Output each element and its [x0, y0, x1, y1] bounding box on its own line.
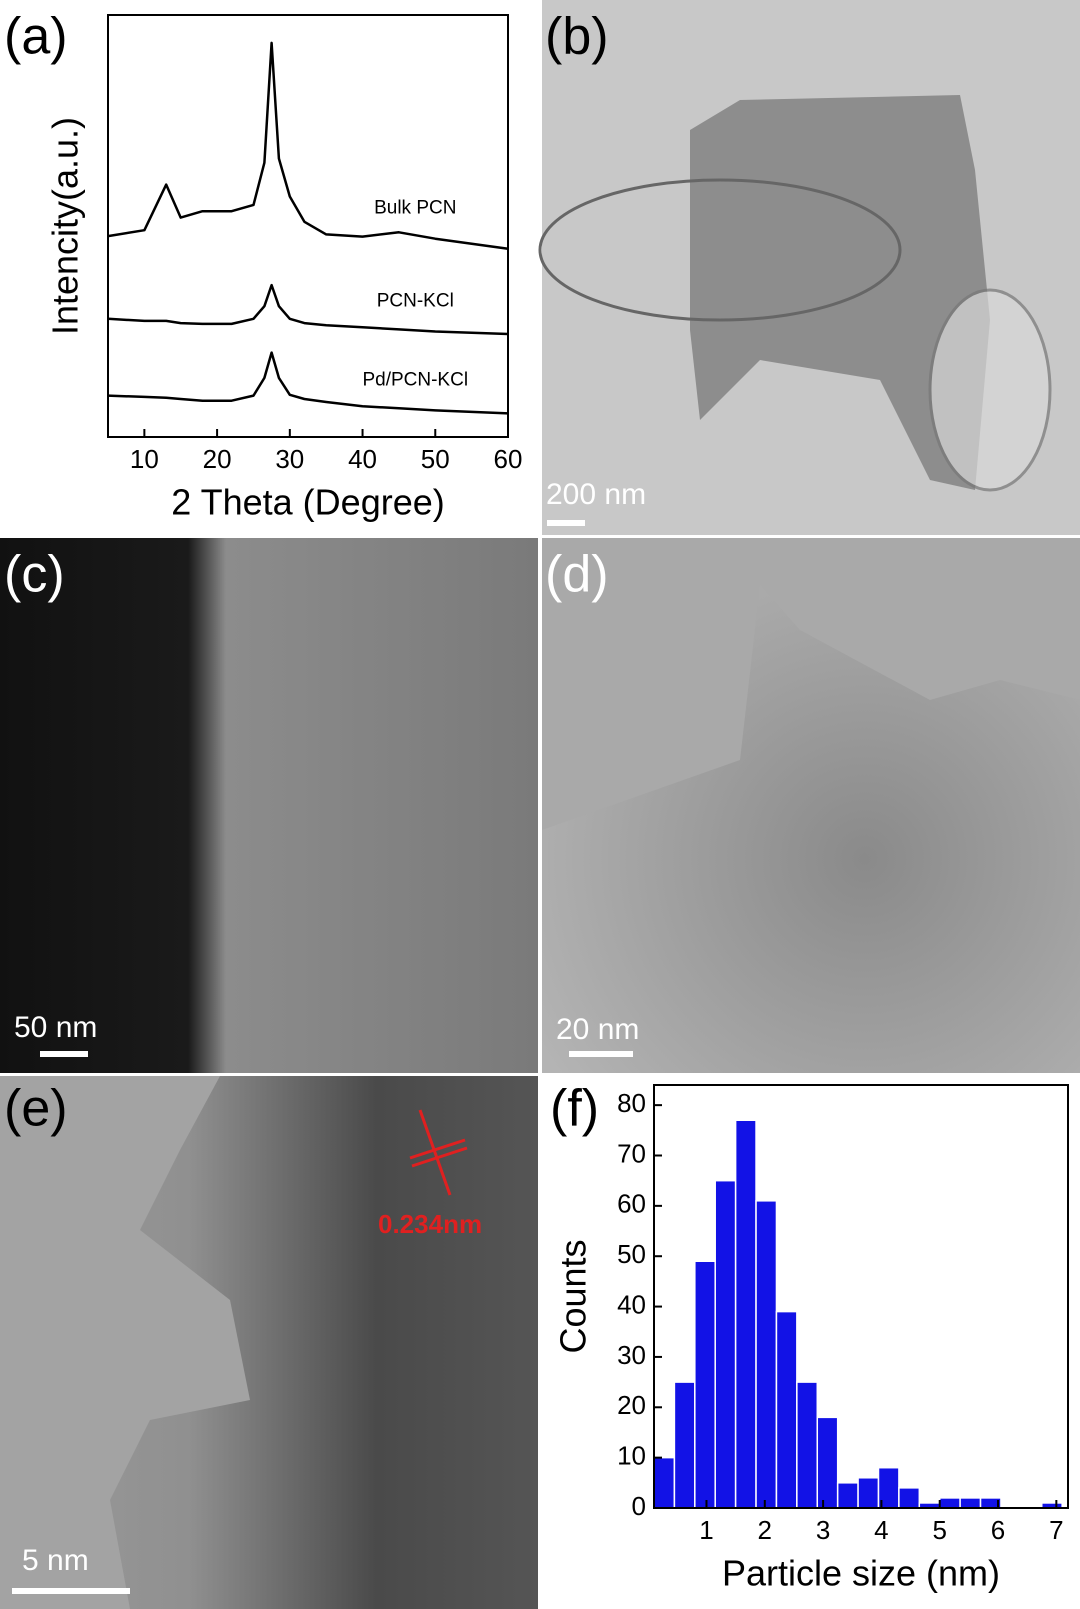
x-axis-label: 2 Theta (Degree) — [171, 482, 444, 523]
vacuum-region — [542, 538, 1080, 830]
nanosheet — [690, 95, 990, 490]
bar — [714, 1179, 737, 1509]
y-tick-label: 60 — [617, 1189, 646, 1219]
x-tick-label: 40 — [348, 444, 377, 474]
bar — [653, 1456, 676, 1509]
series-label: PCN-KCl — [377, 291, 454, 312]
y-tick-label: 70 — [617, 1138, 646, 1168]
haadf-image — [0, 538, 538, 1073]
x-tick-label: 30 — [275, 444, 304, 474]
plot-frame — [107, 14, 509, 438]
series-label: Bulk PCN — [374, 198, 456, 219]
panel-label: (b) — [545, 8, 609, 66]
scale-bar — [569, 1051, 633, 1057]
lattice-spacing: 0.234nm — [378, 1209, 482, 1239]
bar — [898, 1487, 921, 1509]
x-tick-label: 7 — [1049, 1515, 1063, 1545]
panel-label: (f) — [550, 1080, 599, 1138]
bar — [673, 1381, 696, 1509]
x-tick-label: 20 — [203, 444, 232, 474]
x-tick-label: 5 — [932, 1515, 946, 1545]
bar — [938, 1497, 961, 1509]
bar — [796, 1381, 819, 1509]
bar — [836, 1482, 859, 1509]
scale-bar-label: 200 nm — [546, 478, 646, 511]
bar — [775, 1310, 798, 1509]
bar — [694, 1260, 716, 1509]
scale-bar — [12, 1588, 130, 1594]
xrd-curve — [107, 283, 509, 336]
y-axis-label: Intencity(a.u.) — [45, 117, 86, 335]
panel-label: (e) — [4, 1080, 68, 1138]
plot-frame — [653, 1084, 1069, 1509]
bar — [816, 1416, 839, 1509]
scale-bar — [40, 1051, 88, 1057]
scale-bar — [547, 520, 585, 526]
y-axis-label: Counts — [553, 1239, 594, 1353]
x-axis-label: Particle size (nm) — [722, 1553, 1000, 1594]
bar — [734, 1119, 757, 1509]
x-tick-label: 2 — [758, 1515, 772, 1545]
x-tick-label: 4 — [874, 1515, 888, 1545]
y-tick-label: 30 — [617, 1340, 646, 1370]
xrd-curve — [107, 351, 509, 415]
x-tick-label: 50 — [421, 444, 450, 474]
panel-label: (d) — [545, 546, 609, 604]
y-tick-label: 80 — [617, 1088, 646, 1118]
carbon-film-edge — [538, 178, 902, 322]
y-tick-label: 20 — [617, 1390, 646, 1420]
bar — [857, 1477, 880, 1509]
x-tick-label: 6 — [991, 1515, 1005, 1545]
scale-bar-label: 5 nm — [22, 1544, 89, 1577]
y-tick-label: 10 — [617, 1441, 646, 1471]
carbon-film-hole — [928, 288, 1052, 492]
x-tick-label: 10 — [130, 444, 159, 474]
xrd-curve — [107, 41, 509, 251]
panel-label: (a) — [4, 8, 68, 66]
y-tick-label: 0 — [632, 1491, 646, 1521]
bar — [959, 1497, 982, 1509]
panel-label: (c) — [4, 546, 65, 604]
bar — [755, 1200, 778, 1509]
vacuum-region — [0, 1076, 250, 1609]
x-tick-label: 1 — [699, 1515, 713, 1545]
x-tick-label: 3 — [816, 1515, 830, 1545]
scale-bar-label: 50 nm — [14, 1011, 97, 1044]
scale-bar-label: 20 nm — [556, 1013, 639, 1046]
lattice-marker — [409, 1109, 468, 1196]
y-tick-label: 50 — [617, 1239, 646, 1269]
x-tick-label: 60 — [494, 444, 523, 474]
series-label: Pd/PCN-KCl — [362, 369, 468, 390]
y-tick-label: 40 — [617, 1289, 646, 1319]
